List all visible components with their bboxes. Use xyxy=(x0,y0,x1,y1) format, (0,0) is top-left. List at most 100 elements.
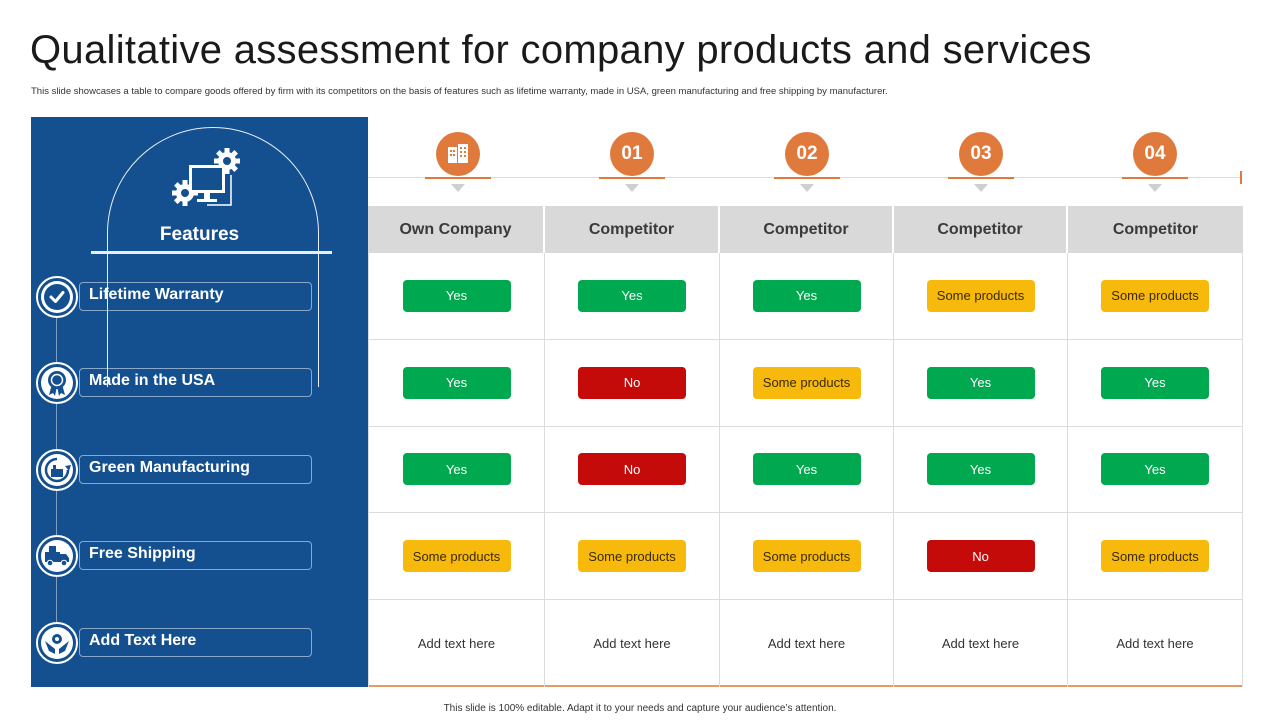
status-badge-some: Some products xyxy=(402,540,511,573)
features-arch xyxy=(107,127,319,387)
status-badge-yes: Yes xyxy=(402,366,511,399)
placeholder-text: Add text here xyxy=(767,636,846,652)
feature-pill xyxy=(79,628,312,657)
marker-pointer xyxy=(800,184,814,192)
marker-underline xyxy=(425,177,491,179)
features-panel: Features Lifetime Warranty xyxy=(31,117,368,687)
feature-icon-badge xyxy=(36,276,78,318)
table-cell: No xyxy=(545,426,720,514)
column-header: Competitor xyxy=(894,206,1068,253)
status-badge-yes: Yes xyxy=(402,453,511,486)
status-badge-yes: Yes xyxy=(1101,366,1209,399)
table-cell: Yes xyxy=(894,339,1068,427)
feature-label: Free Shipping xyxy=(89,545,196,562)
checkmark-icon xyxy=(44,284,70,310)
marker-pointer xyxy=(451,184,465,192)
marker-circle xyxy=(436,132,480,176)
status-badge-yes: Yes xyxy=(926,453,1035,486)
table-cell: No xyxy=(545,339,720,427)
table-header-row: Own Company Competitor Competitor Compet… xyxy=(368,206,1243,253)
feature-icon-badge xyxy=(36,449,78,491)
column-header: Competitor xyxy=(545,206,720,253)
feature-label: Green Manufacturing xyxy=(89,459,250,476)
status-badge-yes: Yes xyxy=(578,279,686,312)
table-cell: Some products xyxy=(720,339,894,427)
feature-icon-badge xyxy=(36,362,78,404)
award-ribbon-icon xyxy=(48,371,66,396)
table-cell: Some products xyxy=(1068,253,1243,340)
column-header: Own Company xyxy=(368,206,545,253)
status-badge-yes: Yes xyxy=(752,279,861,312)
slide-subtitle: This slide showcases a table to compare … xyxy=(31,86,888,97)
slide-footer: This slide is 100% editable. Adapt it to… xyxy=(443,703,837,714)
recycle-factory-icon xyxy=(44,457,71,483)
feature-row-green-manufacturing: Green Manufacturing xyxy=(31,449,368,495)
table-cell: Some products xyxy=(545,513,720,601)
computer-gear-icon xyxy=(172,148,240,206)
table-cell: Some products xyxy=(368,513,545,601)
table-cell: Yes xyxy=(368,426,545,514)
status-badge-some: Some products xyxy=(752,366,861,399)
marker-01: 01 xyxy=(592,132,672,194)
table-cell: Yes xyxy=(545,253,720,340)
feature-label: Made in the USA xyxy=(89,372,216,389)
feature-row-lifetime-warranty: Lifetime Warranty xyxy=(31,276,368,322)
marker-04: 04 xyxy=(1115,132,1195,194)
marker-baseline-end xyxy=(1240,171,1242,184)
marker-underline xyxy=(599,177,665,179)
table-cell: Add text here xyxy=(894,600,1068,687)
table-cell: Add text here xyxy=(368,600,545,687)
status-badge-no: No xyxy=(578,453,686,486)
marker-03: 03 xyxy=(941,132,1021,194)
table-cell: Some products xyxy=(894,253,1068,340)
status-badge-yes: Yes xyxy=(926,366,1035,399)
building-icon xyxy=(448,144,468,163)
marker-circle: 03 xyxy=(959,132,1003,176)
marker-circle: 02 xyxy=(785,132,829,176)
table-cell: No xyxy=(894,513,1068,601)
marker-underline xyxy=(1122,177,1188,179)
marker-circle: 01 xyxy=(610,132,654,176)
table-cell: Add text here xyxy=(1068,600,1243,687)
placeholder-text: Add text here xyxy=(417,636,496,652)
table-cell: Yes xyxy=(894,426,1068,514)
status-badge-some: Some products xyxy=(1101,279,1209,312)
table-cell: Yes xyxy=(1068,426,1243,514)
marker-02: 02 xyxy=(767,132,847,194)
table-cell: Yes xyxy=(368,253,545,340)
hands-gear-icon xyxy=(45,634,69,654)
feature-pill xyxy=(79,368,312,397)
status-badge-some: Some products xyxy=(578,540,686,573)
status-badge-no: No xyxy=(578,366,686,399)
feature-row-made-in-usa: Made in the USA xyxy=(31,362,368,408)
feature-pill xyxy=(79,282,312,311)
feature-row-add-text: Add Text Here xyxy=(31,622,368,668)
column-header: Competitor xyxy=(1068,206,1243,253)
marker-circle: 04 xyxy=(1133,132,1177,176)
delivery-truck-icon xyxy=(45,546,69,567)
feature-pill xyxy=(79,455,312,484)
status-badge-some: Some products xyxy=(926,279,1035,312)
status-badge-yes: Yes xyxy=(752,453,861,486)
feature-row-free-shipping: Free Shipping xyxy=(31,535,368,581)
features-arch-base xyxy=(91,251,332,254)
feature-label: Add Text Here xyxy=(89,632,197,649)
status-badge-yes: Yes xyxy=(402,279,511,312)
features-heading: Features xyxy=(159,224,240,245)
comparison-table: Own Company Competitor Competitor Compet… xyxy=(368,206,1243,687)
marker-own-company xyxy=(418,132,498,194)
marker-pointer xyxy=(1148,184,1162,192)
placeholder-text: Add text here xyxy=(1116,636,1194,652)
marker-pointer xyxy=(625,184,639,192)
marker-underline xyxy=(774,177,840,179)
feature-icon-badge xyxy=(36,535,78,577)
table-cell: Some products xyxy=(720,513,894,601)
feature-pill xyxy=(79,541,312,570)
feature-label: Lifetime Warranty xyxy=(89,286,224,303)
slide-title: Qualitative assessment for company produ… xyxy=(30,28,1092,72)
table-cell: Yes xyxy=(1068,339,1243,427)
table-cell: Yes xyxy=(368,339,545,427)
table-cell: Add text here xyxy=(545,600,720,687)
table-cell: Add text here xyxy=(720,600,894,687)
status-badge-some: Some products xyxy=(752,540,861,573)
